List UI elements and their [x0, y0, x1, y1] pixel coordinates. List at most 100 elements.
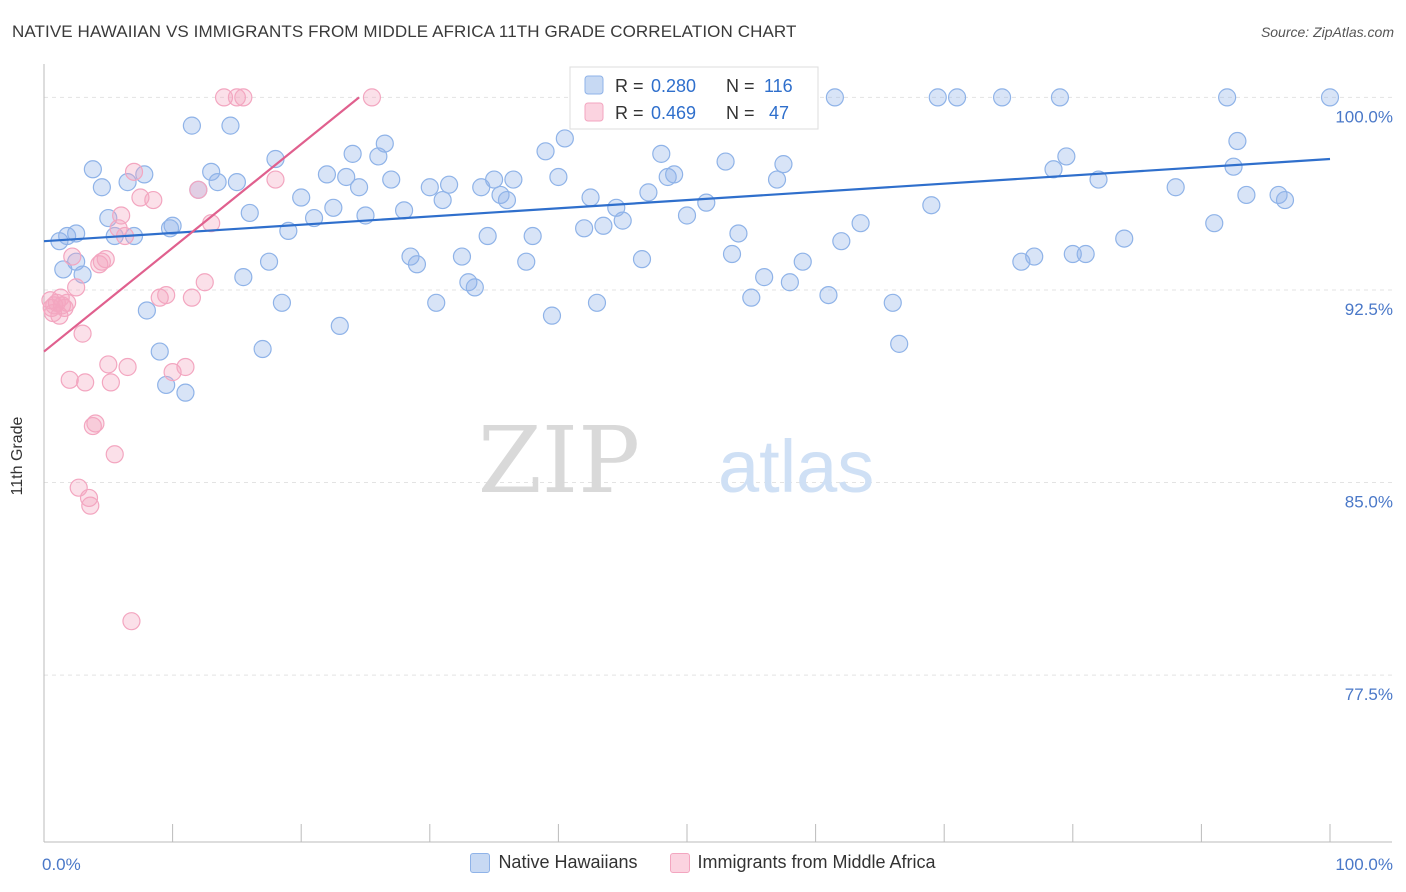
data-point [112, 206, 131, 225]
data-point [465, 278, 484, 297]
x-tick-labels: 0.0% 100.0% [42, 855, 1393, 874]
y-tick-label: 100.0% [1335, 107, 1393, 126]
data-point [767, 170, 787, 189]
stats-legend-frame [569, 66, 819, 130]
data-point [581, 188, 600, 207]
data-point [135, 165, 154, 184]
legend-r-label-0: R = [615, 76, 644, 96]
chart-title: NATIVE HAWAIIAN VS IMMIGRANTS FROM MIDDL… [12, 22, 797, 41]
data-point [234, 268, 253, 287]
data-point [55, 298, 74, 318]
y-tick-label: 77.5% [1345, 685, 1393, 704]
legend-swatch-pink [584, 102, 604, 122]
data-point [677, 206, 697, 225]
data-point [825, 88, 844, 107]
gridlines [44, 96, 1392, 676]
data-point [485, 170, 504, 189]
data-point [922, 196, 941, 215]
data-point [613, 211, 632, 230]
data-point [1320, 88, 1340, 107]
data-point [819, 285, 838, 305]
data-point [157, 285, 176, 305]
data-point [67, 224, 86, 243]
data-point [208, 173, 227, 192]
data-point [96, 250, 115, 269]
data-point [504, 170, 523, 189]
trend-line-immigrants-middle-africa [43, 96, 360, 353]
data-point [81, 496, 100, 515]
legend-n-label-1: N = [726, 103, 755, 123]
watermark-atlas: atlas [718, 425, 874, 508]
data-point [163, 216, 182, 235]
chart-source: Source: ZipAtlas.com [1260, 24, 1394, 40]
data-point [774, 155, 793, 174]
data-point [362, 88, 382, 107]
data-point [227, 173, 246, 192]
series-native-hawaiians [50, 88, 1340, 402]
data-point [272, 293, 292, 312]
data-point [195, 273, 214, 292]
data-point [234, 88, 253, 107]
data-point [523, 226, 542, 246]
y-tick-label: 92.5% [1345, 300, 1393, 319]
data-point [105, 445, 124, 464]
data-point [292, 188, 311, 207]
data-point [1050, 88, 1070, 107]
y-tick-labels: 100.0% 92.5% 85.0% 77.5% [1335, 107, 1393, 704]
legend-n-label-0: N = [726, 76, 755, 96]
data-point [124, 162, 144, 181]
data-point [83, 416, 102, 436]
trend-line-native-hawaiians [43, 157, 1331, 243]
data-point [1115, 229, 1134, 248]
data-point [76, 373, 95, 392]
data-point [394, 201, 414, 220]
data-point [665, 165, 684, 184]
data-point [122, 612, 141, 631]
data-point [947, 88, 967, 107]
data-point [150, 342, 169, 361]
data-point [1228, 131, 1247, 151]
data-point [697, 193, 716, 212]
stats-legend: R = 0.280 N = 116 R = 0.469 N = 47 [569, 66, 819, 130]
data-point [79, 488, 99, 508]
data-point [716, 152, 735, 171]
data-point [1057, 147, 1076, 166]
data-point [1205, 214, 1224, 233]
data-point [324, 198, 343, 217]
data-point [851, 214, 870, 233]
data-point [137, 301, 156, 320]
data-point [317, 165, 337, 184]
data-point [99, 355, 118, 374]
legend-label-native-hawaiians: Native Hawaiians [498, 852, 638, 872]
data-point [780, 273, 799, 292]
data-point [349, 178, 369, 197]
data-point [1218, 88, 1237, 107]
data-point [928, 88, 947, 107]
data-point [214, 88, 234, 107]
watermark: ZIP atlas [478, 407, 874, 514]
data-point [83, 160, 102, 179]
data-point [73, 324, 92, 343]
data-point [54, 260, 73, 279]
data-point [992, 88, 1012, 107]
data-point [793, 252, 812, 271]
data-point [221, 116, 240, 135]
legend-label-immigrants-middle-africa: Immigrants from Middle Africa [697, 852, 936, 872]
data-point [1076, 244, 1095, 264]
data-point [722, 244, 742, 264]
data-point [587, 293, 607, 312]
legend-swatch-blue [584, 75, 604, 95]
data-point [478, 226, 497, 246]
axes [43, 64, 1392, 843]
data-point [240, 203, 259, 223]
data-point [189, 180, 208, 199]
data-point [1275, 190, 1295, 210]
data-point [375, 134, 394, 153]
data-point [594, 216, 613, 235]
data-point [86, 414, 105, 433]
data-point [832, 232, 851, 251]
data-point [755, 268, 774, 287]
data-point [144, 190, 163, 210]
data-point [632, 250, 652, 269]
